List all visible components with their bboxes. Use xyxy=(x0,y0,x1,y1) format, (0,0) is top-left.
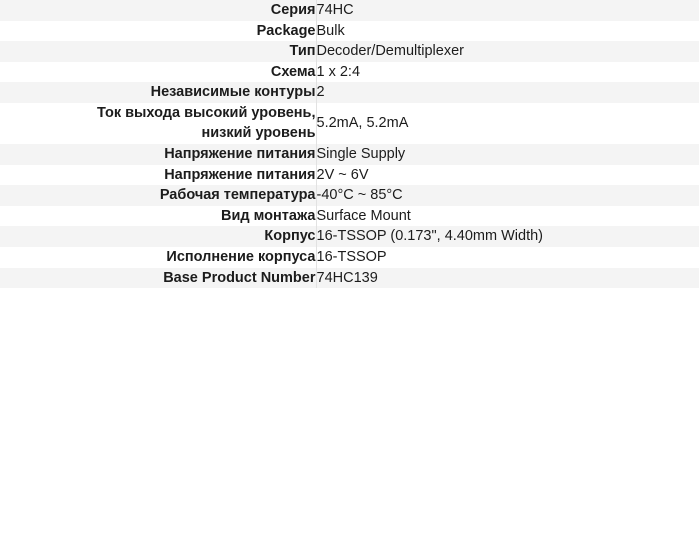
table-row: Base Product Number 74HC139 xyxy=(0,267,699,289)
spec-label: Корпус xyxy=(0,226,317,247)
spec-value: 2 xyxy=(316,84,325,101)
specification-table-body: Серия 74HC Package Bulk Тип Decoder/Demultipl… xyxy=(0,0,699,289)
spec-label: Схема xyxy=(0,61,317,83)
spec-label: Исполнение корпуса xyxy=(0,246,317,268)
table-row: Независимые контуры 2 xyxy=(0,82,699,103)
table-row: Тип Decoder/Demultiplexer xyxy=(0,41,699,62)
spec-value: -40°C ~ 85°C xyxy=(316,187,403,204)
spec-label: Напряжение питания xyxy=(0,164,317,186)
spec-label: Вид монтажа xyxy=(0,205,317,227)
spec-label: Package xyxy=(0,20,317,42)
table-row: Напряжение питания 2V ~ 6V xyxy=(0,164,699,186)
spec-label: Серия xyxy=(0,0,317,21)
table-row: Рабочая температура -40°C ~ 85°C xyxy=(0,185,699,206)
spec-label: Base Product Number xyxy=(0,267,317,289)
spec-value: Single Supply xyxy=(316,146,406,163)
spec-value: Decoder/Demultiplexer xyxy=(316,43,464,60)
spec-label: Рабочая температура xyxy=(0,185,317,206)
spec-label: Ток выхода высокий уровень, низкий урове… xyxy=(0,102,317,145)
spec-label: Тип xyxy=(0,41,317,62)
spec-value: 1 x 2:4 xyxy=(316,63,361,80)
table-row: Напряжение питания Single Supply xyxy=(0,144,699,165)
spec-value: 2V ~ 6V xyxy=(316,166,369,183)
table-row: Корпус 16-TSSOP (0.173", 4.40mm Width) xyxy=(0,226,699,247)
specification-table: Серия 74HC Package Bulk Тип Decoder/Demultipl… xyxy=(0,0,699,289)
spec-value: 16-TSSOP (0.173", 4.40mm Width) xyxy=(316,228,544,245)
spec-value: 74HC139 xyxy=(316,269,378,286)
table-row: Вид монтажа Surface Mount xyxy=(0,205,699,227)
spec-value: Bulk xyxy=(316,22,345,39)
spec-value: 16-TSSOP xyxy=(316,248,387,265)
table-row: Серия 74HC xyxy=(0,0,699,21)
spec-value: Surface Mount xyxy=(316,207,411,224)
table-row: Исполнение корпуса 16-TSSOP xyxy=(0,246,699,268)
spec-label: Напряжение питания xyxy=(0,144,317,165)
table-row: Схема 1 x 2:4 xyxy=(0,61,699,83)
spec-value: 74HC xyxy=(316,2,354,18)
table-row: Package Bulk xyxy=(0,20,699,42)
spec-label: Независимые контуры xyxy=(0,82,317,103)
spec-value: 5.2mA, 5.2mA xyxy=(316,115,409,132)
table-row: Ток выхода высокий уровень, низкий урове… xyxy=(0,102,699,145)
